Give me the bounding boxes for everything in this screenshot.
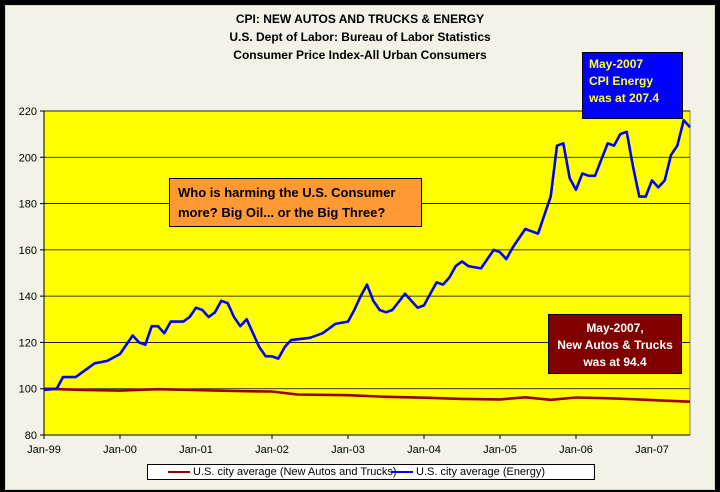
plot-area <box>43 110 691 436</box>
annotation-autos-callout: May-2007, New Autos & Trucks was at 94.4 <box>548 314 682 374</box>
legend-label-autos: U.S. city average (New Autos and Trucks) <box>193 466 397 478</box>
chart-legend: U.S. city average (New Autos and Trucks)… <box>147 464 595 480</box>
x-tick-label-Jan-06: Jan-06 <box>559 444 593 456</box>
y-tick-label-100: 100 <box>19 384 37 396</box>
annotation-consumer-line-1: Who is harming the U.S. Consumer <box>178 185 396 200</box>
y-tick-label-160: 160 <box>19 245 37 257</box>
legend-item-energy: U.S. city average (Energy) <box>391 466 545 478</box>
chart-title: CPI: NEW AUTOS AND TRUCKS & ENERGY <box>235 12 485 26</box>
y-tick-label-220: 220 <box>19 106 37 118</box>
annotation-consumer-question: Who is harming the U.S. Consumer more? B… <box>169 178 422 227</box>
x-tick-label-Jan-01: Jan-01 <box>179 444 213 456</box>
annotation-energy-line-1: May-2007 <box>589 57 644 71</box>
x-tick-label-Jan-03: Jan-03 <box>331 444 365 456</box>
x-tick-label-Jan-99: Jan-99 <box>27 444 61 456</box>
x-tick-label-Jan-05: Jan-05 <box>483 444 517 456</box>
annotation-energy-line-2: CPI Energy <box>589 74 654 88</box>
x-tick-label-Jan-02: Jan-02 <box>255 444 289 456</box>
y-tick-label-80: 80 <box>25 430 37 442</box>
annotation-autos-line-3: was at 94.4 <box>583 355 647 369</box>
annotation-energy-line-3: was at 207.4 <box>589 91 660 105</box>
x-tick-label-Jan-00: Jan-00 <box>103 444 137 456</box>
legend-swatch-autos <box>168 471 190 474</box>
legend-item-autos: U.S. city average (New Autos and Trucks) <box>168 466 397 478</box>
annotation-consumer-line-2: more? Big Oil... or the Big Three? <box>178 205 386 220</box>
y-tick-label-180: 180 <box>19 199 37 211</box>
chart-subtitle-agency: U.S. Dept of Labor: Bureau of Labor Stat… <box>229 30 491 44</box>
x-tick-label-Jan-04: Jan-04 <box>407 444 441 456</box>
annotation-autos-line-2: New Autos & Trucks <box>557 338 673 352</box>
annotation-autos-line-1: May-2007, <box>586 321 644 335</box>
chart-subtitle-index: Consumer Price Index-All Urban Consumers <box>233 48 487 62</box>
annotation-energy-callout: May-2007 CPI Energy was at 207.4 <box>582 52 683 119</box>
series-line-autos <box>43 387 691 403</box>
legend-label-energy: U.S. city average (Energy) <box>416 466 545 478</box>
y-tick-label-140: 140 <box>19 291 37 303</box>
legend-swatch-energy <box>391 471 413 474</box>
series-line-energy <box>43 119 691 392</box>
x-tick-label-Jan-07: Jan-07 <box>635 444 669 456</box>
y-tick-label-120: 120 <box>19 337 37 349</box>
y-tick-label-200: 200 <box>19 152 37 164</box>
